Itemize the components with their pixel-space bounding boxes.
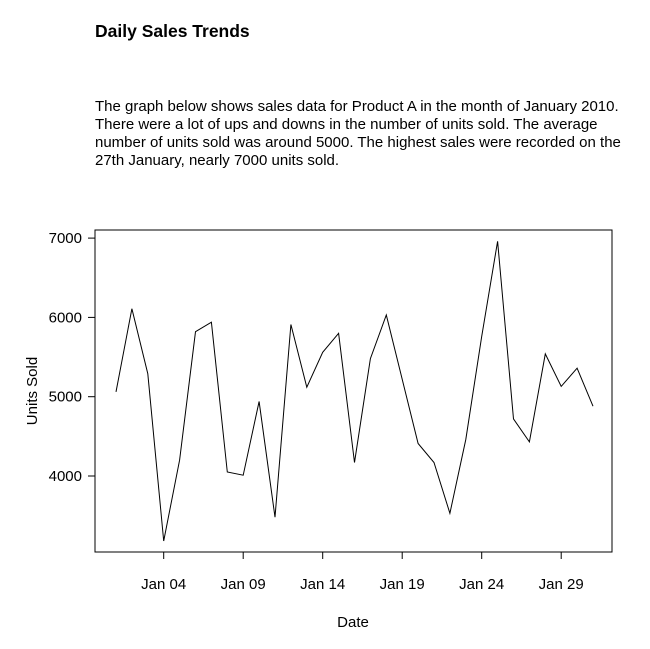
data-point	[115, 390, 118, 393]
data-point	[289, 323, 292, 326]
data-point	[226, 471, 229, 474]
data-point	[528, 440, 531, 443]
data-point	[385, 314, 388, 317]
data-point	[130, 307, 133, 310]
data-point	[496, 240, 499, 243]
data-point	[401, 378, 404, 381]
plot-area-frame	[94, 229, 613, 553]
data-points	[115, 240, 595, 543]
y-axis-label: Units Sold	[24, 357, 41, 425]
data-point	[480, 335, 483, 338]
data-point	[146, 372, 149, 375]
data-point	[353, 461, 356, 464]
data-point	[162, 540, 165, 543]
sales-series-line	[115, 241, 594, 542]
data-point	[576, 367, 579, 370]
x-axis-label: Date	[337, 614, 369, 631]
data-point	[337, 332, 340, 335]
y-tick-label: 6000	[49, 309, 82, 326]
data-point	[210, 321, 213, 324]
data-point	[417, 442, 420, 445]
chart-title: Daily Sales Trends	[95, 21, 250, 41]
data-point	[321, 351, 324, 354]
data-point	[464, 438, 467, 441]
data-point	[178, 459, 181, 462]
data-point	[512, 417, 515, 420]
data-point	[258, 400, 261, 403]
data-point	[369, 357, 372, 360]
x-axis: Jan 04 Jan 09 Jan 14 Jan 19 Jan 24 Jan 29	[141, 552, 584, 593]
data-point	[433, 461, 436, 464]
x-tick-label: Jan 29	[539, 576, 584, 593]
data-point	[242, 474, 245, 477]
data-point	[305, 386, 308, 389]
x-tick-label: Jan 14	[300, 576, 345, 593]
x-tick-label: Jan 19	[380, 576, 425, 593]
description-line: The graph below shows sales data for Pro…	[95, 98, 619, 115]
description-line: There were a lot of ups and downs in the…	[95, 116, 598, 133]
x-tick-label: Jan 09	[221, 576, 266, 593]
chart-description: The graph below shows sales data for Pro…	[95, 98, 645, 170]
data-point	[544, 352, 547, 355]
y-tick-label: 7000	[49, 230, 82, 247]
data-point	[448, 512, 451, 515]
description-line: 27th January, nearly 7000 units sold.	[95, 152, 340, 169]
y-tick-label: 5000	[49, 389, 82, 406]
x-tick-label: Jan 24	[459, 576, 504, 593]
y-axis: 4000 5000 6000 7000	[49, 230, 95, 485]
data-point	[592, 405, 595, 408]
description-line: number of units sold was around 5000. Th…	[95, 134, 621, 151]
y-tick-label: 4000	[49, 468, 82, 485]
data-point	[274, 516, 277, 519]
data-point	[194, 330, 197, 333]
x-tick-label: Jan 04	[141, 576, 186, 593]
data-point	[560, 385, 563, 388]
